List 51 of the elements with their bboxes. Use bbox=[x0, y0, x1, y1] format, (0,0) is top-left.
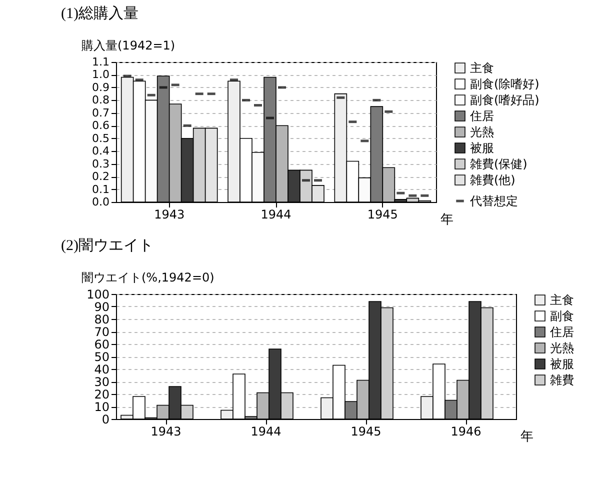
y-tick-label: 20 bbox=[94, 388, 110, 402]
y-axis-title: 購入量(1942=1) bbox=[82, 38, 176, 52]
y-tick-label: 100 bbox=[86, 288, 110, 302]
y-tick-label: 0.8 bbox=[92, 94, 110, 107]
x-axis-title: 年 bbox=[520, 430, 534, 444]
x-tick-label: 1944 bbox=[250, 424, 282, 438]
legend-label: 代替想定 bbox=[469, 194, 518, 208]
y-tick-label: 1.0 bbox=[92, 68, 110, 82]
legend-label: 光熱 bbox=[470, 125, 494, 139]
legend-label: 副食(嗜好品) bbox=[470, 93, 540, 107]
y-tick-label: 30 bbox=[94, 375, 110, 389]
y-axis-title: 闇ウエイト(%,1942=0) bbox=[82, 270, 214, 284]
y-tick-label: 0.9 bbox=[92, 80, 110, 94]
y-tick-label: 0.1 bbox=[92, 182, 110, 196]
legend-label: 被服 bbox=[550, 357, 574, 371]
y-tick-label: 40 bbox=[94, 362, 110, 376]
legend-label: 雑費(他) bbox=[470, 173, 516, 187]
y-tick-label: 10 bbox=[94, 400, 110, 414]
legend-label: 副食(除嗜好) bbox=[470, 77, 540, 91]
legend-label: 雑費(保健) bbox=[470, 157, 528, 171]
x-tick-label: 1945 bbox=[350, 424, 382, 438]
legend-label: 住居 bbox=[469, 109, 494, 123]
x-tick-label: 1946 bbox=[450, 424, 482, 438]
y-tick-label: 0.4 bbox=[92, 144, 110, 158]
y-tick-label: 0.0 bbox=[92, 196, 110, 208]
legend-label: 副食 bbox=[550, 309, 574, 323]
x-tick-label: 1943 bbox=[154, 208, 185, 222]
legend-label: 光熱 bbox=[550, 341, 574, 355]
legend-label: 雑費 bbox=[550, 373, 574, 387]
y-tick-label: 80 bbox=[94, 312, 110, 326]
chart-title: (2)闇ウエイト bbox=[61, 238, 154, 254]
y-tick-label: 0.5 bbox=[92, 132, 110, 145]
y-tick-label: 0.3 bbox=[92, 157, 110, 170]
x-tick-label: 1943 bbox=[150, 424, 182, 438]
y-tick-label: 70 bbox=[94, 325, 110, 339]
y-tick-label: 1.1 bbox=[92, 56, 110, 68]
y-tick-label: 90 bbox=[94, 300, 110, 314]
legend-label: 被服 bbox=[470, 141, 494, 155]
y-tick-label: 60 bbox=[94, 338, 110, 352]
x-tick-label: 1944 bbox=[260, 208, 292, 222]
y-tick-label: 50 bbox=[94, 350, 110, 364]
legend-label: 主食 bbox=[470, 61, 494, 75]
legend-label: 住居 bbox=[549, 325, 574, 339]
x-axis-title: 年 bbox=[440, 212, 454, 228]
y-tick-label: 0.2 bbox=[92, 170, 110, 184]
y-tick-label: 0 bbox=[102, 412, 110, 426]
x-tick-label: 1945 bbox=[367, 208, 398, 222]
legend-label: 主食 bbox=[550, 293, 574, 307]
y-tick-label: 0.7 bbox=[92, 106, 110, 120]
y-tick-label: 0.6 bbox=[92, 119, 110, 132]
chart-title: (1)総購入量 bbox=[61, 5, 138, 22]
